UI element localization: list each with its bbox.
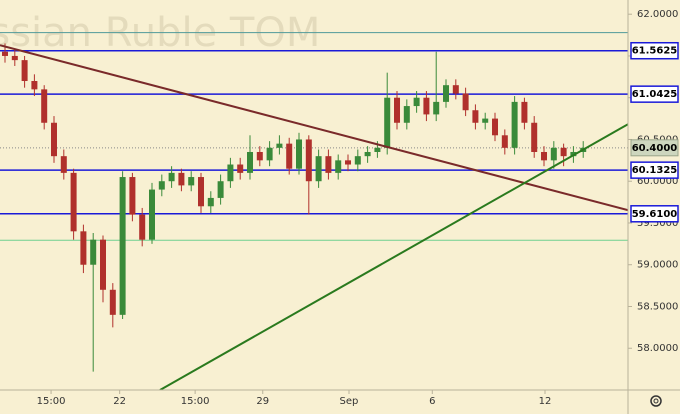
y-tick-label: 59.0000 bbox=[637, 260, 678, 271]
candle-body bbox=[188, 177, 195, 186]
candle-body bbox=[139, 214, 146, 240]
candle-body bbox=[482, 118, 489, 123]
candle-body bbox=[531, 122, 538, 152]
candle-body bbox=[305, 139, 312, 182]
candle-body bbox=[550, 147, 557, 161]
candle-body bbox=[70, 172, 77, 232]
candle-body bbox=[462, 93, 469, 111]
candle-body bbox=[178, 172, 185, 186]
candle-body bbox=[227, 164, 234, 182]
trend-line bbox=[159, 123, 628, 390]
x-tick-label: 29 bbox=[256, 396, 269, 407]
candle-body bbox=[217, 181, 224, 198]
candle-body bbox=[315, 156, 322, 182]
candle-body bbox=[501, 135, 508, 148]
candle-body bbox=[50, 122, 57, 157]
candle-body bbox=[21, 60, 28, 82]
candle-body bbox=[247, 151, 254, 173]
candle-body bbox=[296, 139, 303, 169]
candle-body bbox=[394, 97, 401, 123]
candle-body bbox=[168, 172, 175, 182]
candle-body bbox=[364, 151, 371, 157]
candle-body bbox=[11, 55, 18, 61]
candle-body bbox=[90, 239, 97, 265]
candle-body bbox=[511, 101, 518, 148]
candle-body bbox=[207, 197, 214, 207]
candle-body bbox=[541, 151, 548, 161]
candle-body bbox=[354, 156, 361, 165]
candle-body bbox=[492, 118, 499, 136]
y-tick-label: 62.0000 bbox=[637, 9, 678, 20]
candle-body bbox=[237, 164, 244, 173]
level-label-box bbox=[630, 41, 679, 60]
level-label: 59.6100 bbox=[632, 209, 678, 220]
candle-body bbox=[198, 177, 205, 207]
candle-body bbox=[119, 177, 126, 315]
candle-body bbox=[80, 231, 87, 265]
level-label: 61.5625 bbox=[632, 46, 678, 57]
level-label-box bbox=[630, 205, 679, 223]
candle-body bbox=[129, 177, 136, 215]
candle-body bbox=[100, 239, 107, 290]
level-label: 60.1325 bbox=[632, 165, 678, 176]
x-tick-label: Sep bbox=[340, 396, 359, 407]
settings-icon[interactable] bbox=[650, 395, 662, 407]
candle-body bbox=[266, 147, 273, 161]
candle-body bbox=[384, 97, 391, 148]
candle-body bbox=[1, 51, 8, 56]
candle-body bbox=[452, 85, 459, 94]
candle-body bbox=[413, 97, 420, 107]
last-price-label: 60.4000 bbox=[632, 143, 678, 154]
candle-body bbox=[335, 160, 342, 173]
x-tick-label: 22 bbox=[113, 396, 126, 407]
x-tick-label: 6 bbox=[429, 396, 435, 407]
candle-body bbox=[256, 151, 263, 161]
y-tick-label: 58.0000 bbox=[637, 343, 678, 354]
y-tick-label: 59.5000 bbox=[637, 218, 678, 229]
candle-body bbox=[472, 110, 479, 123]
candle-body bbox=[109, 289, 116, 315]
candle-body bbox=[41, 89, 48, 123]
x-tick-label: 15:00 bbox=[181, 396, 210, 407]
gear[interactable] bbox=[650, 395, 662, 407]
candle-body bbox=[443, 85, 450, 102]
x-tick-label: 12 bbox=[539, 396, 552, 407]
level-label-box bbox=[630, 85, 679, 103]
last-price-box bbox=[630, 139, 679, 157]
candle-body bbox=[560, 147, 567, 157]
level-label: 61.0425 bbox=[632, 89, 678, 100]
candle-body bbox=[325, 156, 332, 173]
candle-body bbox=[433, 101, 440, 115]
candle-body bbox=[423, 97, 430, 115]
y-tick-label: 60.0000 bbox=[637, 176, 678, 187]
candle-body bbox=[149, 189, 156, 240]
candle-body bbox=[60, 156, 67, 173]
gear-hub[interactable] bbox=[653, 398, 659, 404]
candle-body bbox=[521, 101, 528, 123]
candle-body bbox=[345, 160, 352, 165]
candle-body bbox=[286, 143, 293, 169]
level-label-box bbox=[630, 161, 679, 179]
candle-body bbox=[31, 81, 38, 90]
y-tick-label: 58.5000 bbox=[637, 301, 678, 312]
x-tick-label: 15:00 bbox=[37, 396, 66, 407]
candle-body bbox=[158, 181, 165, 190]
candle-body bbox=[374, 147, 381, 152]
candle-body bbox=[403, 106, 410, 123]
candle-body bbox=[276, 143, 283, 148]
